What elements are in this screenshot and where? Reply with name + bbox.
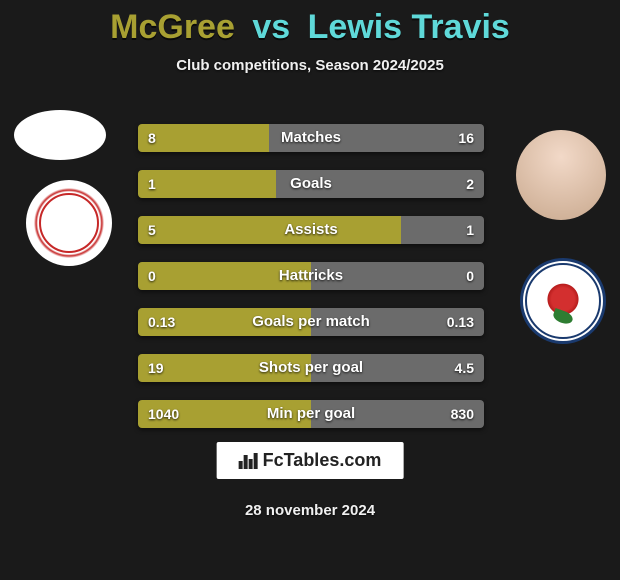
stat-row: 0.130.13Goals per match bbox=[138, 308, 484, 336]
player2-club-crest-icon bbox=[520, 258, 606, 344]
player1-name: McGree bbox=[110, 8, 235, 46]
watermark-text: FcTables.com bbox=[263, 450, 382, 471]
watermark: FcTables.com bbox=[217, 442, 404, 479]
stat-row: 194.5Shots per goal bbox=[138, 354, 484, 382]
stat-label: Min per goal bbox=[138, 400, 484, 428]
stat-row: 00Hattricks bbox=[138, 262, 484, 290]
vs-text: vs bbox=[252, 8, 290, 46]
player2-name: Lewis Travis bbox=[308, 8, 510, 46]
stat-row: 1040830Min per goal bbox=[138, 400, 484, 428]
player1-club-crest-icon bbox=[26, 180, 112, 266]
stat-row: 51Assists bbox=[138, 216, 484, 244]
title-block: McGree vs Lewis Travis bbox=[0, 0, 620, 47]
comparison-chart: 816Matches 12Goals 51Assists 00Hattricks 0.1… bbox=[138, 124, 484, 446]
subtitle: Club competitions, Season 2024/2025 bbox=[0, 57, 620, 74]
chart-icon bbox=[239, 453, 257, 469]
stat-label: Goals per match bbox=[138, 308, 484, 336]
stat-label: Hattricks bbox=[138, 262, 484, 290]
stat-row: 816Matches bbox=[138, 124, 484, 152]
stat-row: 12Goals bbox=[138, 170, 484, 198]
stat-label: Matches bbox=[138, 124, 484, 152]
page-title: McGree vs Lewis Travis bbox=[110, 8, 510, 47]
date-text: 28 november 2024 bbox=[0, 502, 620, 519]
player2-avatar bbox=[516, 130, 606, 220]
stat-label: Assists bbox=[138, 216, 484, 244]
stat-label: Shots per goal bbox=[138, 354, 484, 382]
stat-label: Goals bbox=[138, 170, 484, 198]
player1-avatar bbox=[14, 110, 106, 160]
